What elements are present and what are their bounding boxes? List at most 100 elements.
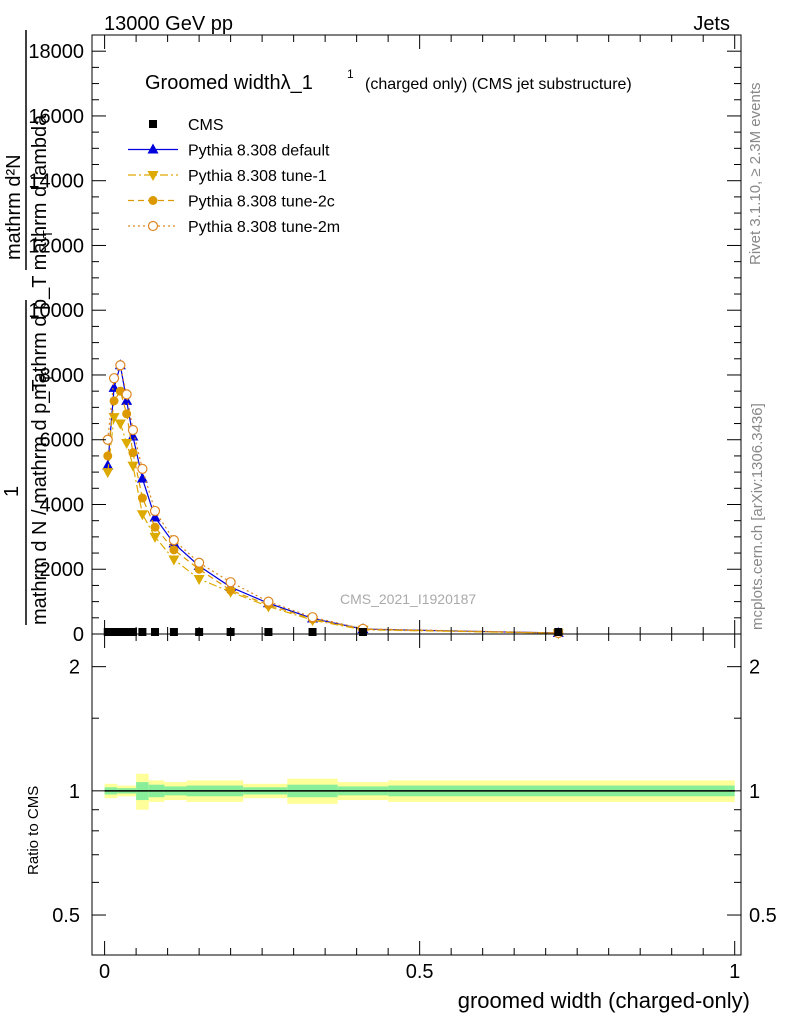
series-point — [150, 522, 160, 532]
series-point — [103, 451, 113, 461]
ylabel-sub-T1: T — [40, 230, 55, 238]
ylabel-bottom: mathrm d N / mathrm d p_T — [29, 379, 51, 625]
ratio-ytick-label-right: 0.5 — [749, 905, 777, 927]
watermark: CMS_2021_I1920187 — [340, 591, 476, 607]
legend-entry: Pythia 8.308 tune-2c — [128, 194, 335, 211]
series-point — [114, 419, 126, 430]
series-point — [108, 413, 120, 424]
legend-label: Pythia 8.308 default — [188, 143, 330, 160]
legend-entry: Pythia 8.308 default — [128, 143, 330, 160]
series-point — [194, 557, 205, 568]
legend-marker — [147, 171, 159, 181]
series-point — [226, 585, 236, 595]
series-point — [102, 468, 114, 479]
series-line — [107, 365, 559, 634]
cms-point — [169, 628, 178, 636]
legend-label: Pythia 8.308 tune-2m — [188, 219, 340, 236]
process-label: Jets — [693, 13, 730, 35]
series-point — [122, 409, 132, 419]
ratio-ytick-label-right: 1 — [749, 781, 760, 803]
legend: CMS Pythia 8.308 default Pythia 8.308 tune… — [128, 117, 340, 236]
cms-point — [195, 628, 204, 636]
main-ytick-label: 8000 — [40, 365, 85, 387]
series-point — [121, 394, 133, 405]
series-line — [107, 389, 559, 634]
ylabel-sub-T2: T — [40, 374, 55, 382]
series-point — [121, 438, 133, 449]
title-extra: (charged only) (CMS jet substructure) — [365, 76, 632, 93]
main-ytick-label: 16000 — [28, 106, 84, 128]
series-point — [307, 612, 318, 623]
main-ytick-label: 4000 — [40, 494, 85, 516]
cms-point — [116, 628, 125, 636]
ratio-plot: 0.5 0.5 1 1 2 2 0 0.5 1 — [52, 633, 777, 983]
series-point — [127, 461, 139, 472]
cms-point — [358, 628, 367, 636]
series-point — [263, 596, 274, 607]
series-point — [136, 472, 148, 483]
title-main: Groomed widthλ_1 — [145, 72, 313, 94]
series-point — [108, 373, 120, 384]
series-point — [225, 577, 236, 588]
series-point — [115, 360, 126, 371]
main-ylabel: mathrm d²N mathrm d p_T mathrm d lambda … — [1, 30, 55, 625]
legend-marker — [149, 120, 157, 128]
cms-point — [308, 628, 317, 636]
x-tick-label: 0.5 — [406, 961, 434, 983]
series-point — [169, 545, 179, 555]
series-point — [149, 532, 161, 543]
ratio-frame — [91, 633, 742, 956]
rivet-label: Rivet 3.1.10, ≥ 2.3M events — [747, 83, 764, 266]
x-tick-label: 0 — [99, 961, 110, 983]
legend-marker — [147, 143, 159, 154]
ratio-ytick-label: 2 — [69, 657, 80, 679]
main-ytick-label: 14000 — [28, 171, 84, 193]
main-ytick-label: 2000 — [40, 559, 85, 581]
cms-point — [128, 628, 137, 636]
cms-point — [226, 628, 235, 636]
series-line — [107, 415, 559, 634]
x-axis-label: groomed width (charged-only) — [458, 988, 750, 1013]
ratio-ytick-label: 1 — [69, 781, 80, 803]
legend-entry: CMS — [149, 117, 224, 134]
x-tick-label: 1 — [729, 961, 740, 983]
main-ytick-label: 12000 — [28, 235, 84, 257]
cms-point — [138, 628, 147, 636]
cms-point — [151, 628, 160, 636]
title-superscript: 1 — [347, 67, 354, 81]
ratio-ytick-label: 0.5 — [52, 905, 80, 927]
series-point — [127, 424, 139, 436]
legend-label: Pythia 8.308 tune-2c — [188, 194, 335, 211]
main-ytick-label: 0 — [73, 624, 84, 646]
cms-point — [103, 628, 112, 636]
ylabel-one: 1 — [1, 486, 23, 497]
main-ytick-label: 10000 — [28, 300, 84, 322]
legend-marker — [148, 196, 158, 205]
main-ytick-label: 18000 — [28, 41, 84, 63]
series-point — [128, 448, 138, 458]
series-point — [136, 510, 148, 521]
cms-point — [264, 628, 273, 636]
ylabel-top: mathrm d²N — [3, 154, 25, 260]
cms-point — [110, 628, 119, 636]
series-point — [168, 535, 180, 546]
legend-entry: Pythia 8.308 tune-1 — [128, 168, 327, 185]
cms-point — [122, 628, 131, 636]
legend-label: CMS — [188, 117, 224, 134]
series-point — [149, 511, 161, 522]
legend-entry: Pythia 8.308 tune-2m — [128, 219, 340, 236]
main-ytick-label: 6000 — [40, 430, 85, 452]
legend-label: Pythia 8.308 tune-1 — [188, 168, 327, 185]
series-point — [121, 389, 132, 400]
main-plot: 0 2000 4000 6000 8000 10000 12000 14000 16000 180… — [28, 34, 742, 646]
ratio-ytick-label-right: 2 — [749, 657, 760, 679]
series-point — [102, 459, 114, 470]
legend-marker — [147, 220, 159, 232]
series-point — [168, 555, 180, 566]
ylabel-top-denominator: mathrm d p_T mathrm d lambda — [29, 114, 51, 400]
ratio-ylabel: Ratio to CMS — [25, 786, 42, 875]
plot-title: Groomed widthλ_1 — [145, 72, 313, 94]
series-point — [149, 505, 161, 517]
cms-point — [554, 628, 563, 636]
